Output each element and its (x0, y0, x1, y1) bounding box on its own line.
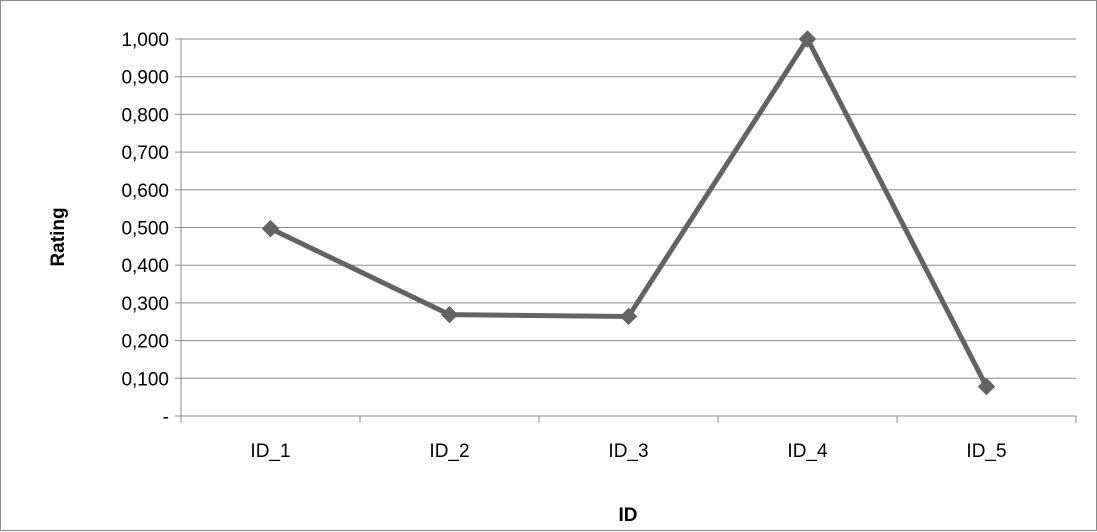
series-line (269, 36, 989, 388)
y-tick-label: 0,100 (121, 369, 169, 390)
y-axis-title: Rating (48, 207, 69, 266)
x-tick-label: ID_1 (250, 441, 290, 462)
x-tick-labels: ID_1 ID_2 ID_3 ID_4 ID_5 (250, 441, 1006, 462)
data-point-marker (798, 30, 817, 48)
y-tick-label: 0,900 (121, 68, 169, 89)
y-tick-label: 0,600 (121, 181, 169, 202)
y-tick-label: - (163, 407, 169, 428)
x-axis-title: ID (619, 505, 638, 526)
y-tick-label: 0,400 (121, 256, 169, 277)
x-tick-label: ID_4 (787, 441, 828, 462)
y-tick-label: 0,800 (121, 105, 169, 126)
y-tick-labels: - 0,100 0,200 0,300 0,400 0,500 0,600 0,700 0,80… (121, 30, 169, 428)
y-tick-label: 1,000 (121, 30, 169, 51)
data-point-marker (977, 377, 996, 396)
y-tick-label: 0,300 (121, 294, 169, 315)
data-point-marker (440, 305, 459, 324)
series-markers (261, 30, 996, 396)
series-line-path (269, 36, 989, 388)
x-tick-label: ID_5 (966, 441, 1006, 462)
data-point-marker (619, 307, 638, 326)
gridlines (181, 38, 1076, 379)
data-point-marker (261, 219, 280, 238)
x-tick-label: ID_2 (429, 441, 469, 462)
y-tick-label: 0,500 (121, 219, 169, 240)
y-tick-label: 0,200 (121, 332, 169, 353)
axes (175, 38, 1077, 423)
y-tick-label: 0,700 (121, 143, 169, 164)
x-tick-label: ID_3 (608, 441, 648, 462)
